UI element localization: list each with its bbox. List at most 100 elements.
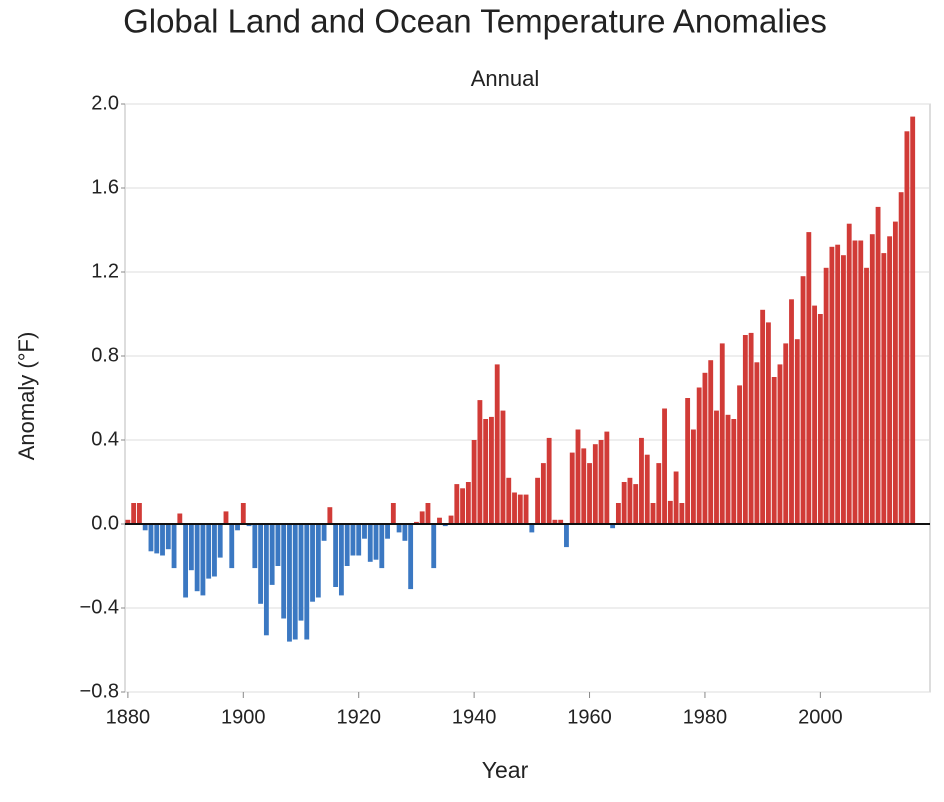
bar — [667, 500, 673, 524]
y-tick-label: −0.4 — [80, 596, 119, 618]
bar — [898, 192, 904, 524]
bar — [552, 519, 558, 524]
bar — [696, 387, 702, 524]
x-tick-label: 1940 — [452, 706, 497, 728]
bar — [419, 511, 425, 524]
bar — [258, 524, 264, 604]
y-tick-label: 0.4 — [91, 428, 119, 450]
bar — [431, 524, 437, 569]
bar — [592, 444, 598, 524]
bar — [569, 452, 575, 524]
y-tick-label: 1.6 — [91, 176, 119, 198]
bar — [587, 463, 592, 524]
y-tick-label: 0.0 — [91, 512, 119, 534]
bar — [252, 524, 258, 569]
bar — [281, 524, 287, 619]
bar — [240, 503, 246, 524]
bar — [229, 524, 235, 569]
bar — [402, 524, 408, 541]
bar — [858, 240, 864, 524]
bar — [794, 339, 800, 524]
bar — [523, 494, 529, 524]
bar — [148, 524, 154, 552]
bar — [910, 116, 916, 524]
bar — [356, 524, 362, 556]
bar — [390, 503, 396, 524]
bar — [783, 343, 789, 524]
bar — [494, 364, 500, 524]
bar — [212, 524, 217, 577]
bar — [887, 236, 893, 525]
bar — [875, 206, 881, 524]
bar — [275, 524, 281, 566]
bar — [165, 524, 171, 550]
bar — [621, 482, 627, 524]
bar — [367, 524, 373, 562]
bar — [160, 524, 165, 556]
bar — [564, 524, 569, 548]
x-axis-label: Year — [482, 757, 529, 783]
bar — [702, 372, 708, 524]
x-tick-label: 1980 — [683, 706, 728, 728]
bar — [269, 524, 275, 585]
bar — [864, 267, 869, 524]
bar — [506, 477, 512, 524]
bar — [310, 524, 315, 602]
bar — [656, 463, 662, 524]
y-tick-label: 2.0 — [91, 92, 119, 114]
bar — [823, 267, 829, 524]
bar — [540, 463, 546, 524]
y-axis-label: Anomaly (°F) — [14, 332, 39, 461]
bar — [581, 448, 587, 524]
bar — [742, 335, 748, 524]
bar — [725, 414, 731, 524]
bar — [512, 492, 517, 524]
bar — [137, 503, 142, 524]
bar — [529, 524, 535, 533]
bar — [287, 524, 292, 642]
bar — [373, 524, 379, 560]
bar — [690, 429, 696, 524]
bar — [610, 524, 616, 529]
bar — [904, 131, 910, 525]
x-tick-label: 1880 — [106, 706, 151, 728]
bar — [350, 524, 356, 556]
bar — [673, 471, 679, 524]
bar — [413, 521, 419, 524]
bar — [765, 322, 771, 524]
bar — [315, 524, 321, 598]
bar — [142, 524, 148, 531]
bar — [217, 524, 223, 558]
bar — [846, 223, 852, 524]
bar — [777, 364, 783, 524]
bar — [812, 305, 818, 524]
bar — [396, 524, 402, 533]
bar — [477, 400, 483, 524]
bar — [852, 240, 858, 524]
bar — [177, 513, 183, 524]
bar — [633, 484, 639, 524]
bar — [437, 517, 442, 524]
bar — [408, 524, 414, 590]
bar — [246, 524, 252, 527]
bar — [298, 524, 304, 621]
chart-title: Global Land and Ocean Temperature Anomal… — [123, 3, 827, 40]
y-tick-label: 0.8 — [91, 344, 119, 366]
bar — [263, 524, 269, 636]
bar — [644, 454, 650, 524]
bar — [892, 221, 898, 524]
bar — [714, 410, 719, 524]
bar — [789, 299, 794, 524]
bar — [806, 232, 812, 524]
bar — [489, 416, 494, 524]
bar — [615, 503, 621, 524]
x-tick-label: 1900 — [221, 706, 266, 728]
bar — [321, 524, 327, 541]
bar — [748, 332, 754, 524]
bar — [662, 408, 667, 524]
bar — [194, 524, 200, 592]
bar — [535, 477, 541, 524]
x-tick-label: 1960 — [567, 706, 612, 728]
bar — [131, 503, 137, 524]
